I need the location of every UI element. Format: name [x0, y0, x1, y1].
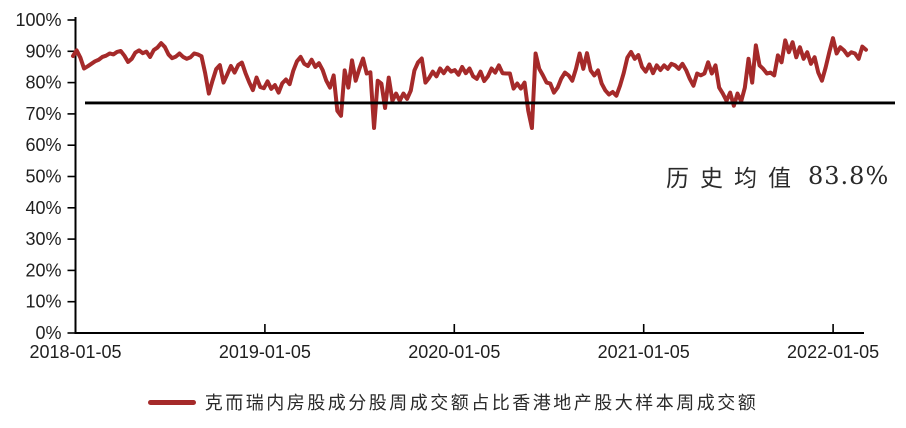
y-tick-label: 60% — [25, 135, 61, 155]
y-tick-label: 70% — [25, 104, 61, 124]
x-tick-label: 2020-01-05 — [408, 342, 500, 362]
series-line — [71, 36, 868, 130]
mean-annotation-label: 历史均值 — [666, 166, 802, 192]
mean-annotation: 历史均值 83.8% — [666, 160, 889, 192]
legend-line-swatch — [147, 399, 196, 405]
y-tick-label: 90% — [25, 41, 61, 61]
mean-annotation-value: 83.8% — [808, 162, 890, 190]
x-tick-label: 2018-01-05 — [29, 342, 121, 362]
y-tick-label: 80% — [25, 73, 61, 93]
y-tick-label: 100% — [15, 10, 61, 30]
y-tick-label: 40% — [25, 198, 61, 218]
y-tick-label: 50% — [25, 167, 61, 187]
y-tick-label: 20% — [25, 260, 61, 280]
x-tick-label: 2019-01-05 — [219, 342, 311, 362]
y-tick-label: 30% — [25, 229, 61, 249]
legend-series-label: 克而瑞内房股成分股周成交额占比香港地产股大样本周成交额 — [204, 393, 759, 414]
y-tick-label: 10% — [25, 292, 61, 312]
y-tick-label: 0% — [35, 323, 61, 343]
x-tick-label: 2021-01-05 — [598, 342, 690, 362]
x-tick-label: 2022-01-05 — [787, 342, 879, 362]
chart-legend: 克而瑞内房股成分股周成交额占比香港地产股大样本周成交额 — [0, 386, 906, 418]
